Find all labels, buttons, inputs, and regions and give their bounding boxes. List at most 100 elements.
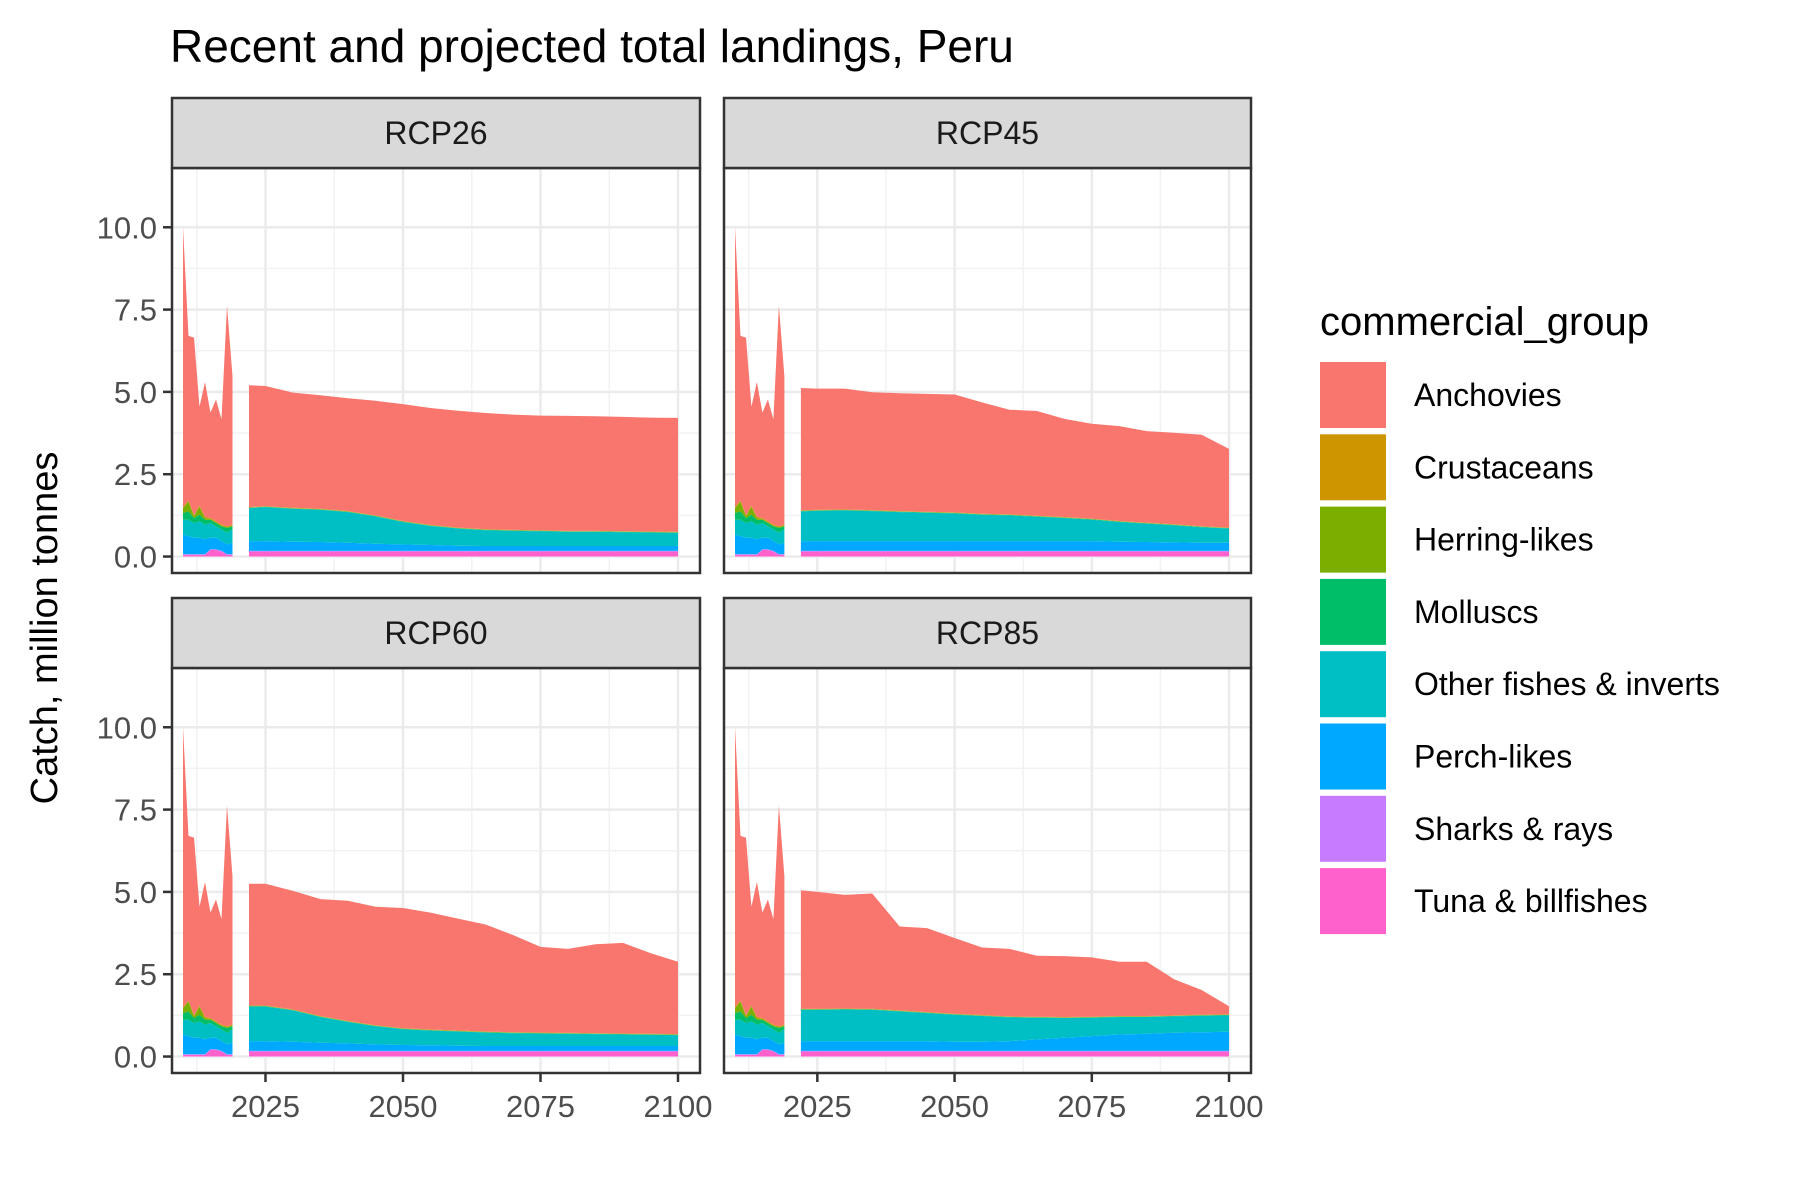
legend-key-herring-likes [1320, 506, 1386, 573]
panel-rcp60-strip-label: RCP60 [384, 615, 487, 651]
panel-rcp60-projection-area-anchovies [249, 883, 678, 1035]
legend-key-tuna-billfishes [1320, 868, 1386, 935]
panel-rcp26-y-tick-label: 0.0 [114, 540, 157, 575]
panel-rcp85-historical-area-molluscs [735, 1011, 785, 1033]
panel-rcp60-x-tick-label-2025: 2025 [231, 1089, 300, 1124]
panel-rcp85-historical-area-perch-likes [735, 1034, 785, 1055]
y-axis-title: Catch, million tonnes [24, 452, 66, 805]
panel-rcp85-projection-area-sharks-rays [800, 1050, 1229, 1052]
legend-label-perch-likes: Perch-likes [1414, 739, 1572, 775]
panel-rcp45: RCP45 [722, 96, 1253, 575]
panel-rcp26-y-tick-label: 5.0 [114, 375, 157, 410]
panel-rcp45-projection-area-tuna-billfishes [800, 551, 1229, 557]
panel-rcp60-x-tick-label-2100: 2100 [644, 1089, 713, 1124]
panel-rcp85-x-tick-label-2100: 2100 [1195, 1089, 1264, 1124]
panel-rcp60-historical-area-herring-likes [183, 1001, 233, 1028]
panel-rcp85-historical-area-herring-likes [735, 1001, 785, 1028]
panel-rcp60-projection-area-sharks-rays [249, 1050, 678, 1052]
panel-rcp26-y-tick-label: 10.0 [97, 210, 157, 245]
legend: commercial_group Anchovies Crustaceans Her… [1320, 300, 1720, 935]
panel-rcp60-y-tick-label: 10.0 [97, 710, 157, 745]
panel-rcp45-historical-area-molluscs [735, 511, 785, 533]
legend-key-crustaceans [1320, 434, 1386, 501]
panel-rcp45-projection-area-sharks-rays [800, 550, 1229, 552]
panel-rcp45-historical-area-anchovies [735, 227, 785, 527]
panel-rcp45-projection-area-perch-likes [800, 541, 1229, 551]
panel-rcp26-historical-area-molluscs [183, 511, 233, 533]
panel-rcp85-historical-area-tuna-billfishes [735, 1050, 785, 1057]
legend-label-molluscs: Molluscs [1414, 594, 1538, 630]
panel-rcp60-projection-area-other-fishes-inverts [249, 1006, 678, 1046]
legend-item-herring-likes: Herring-likes [1320, 506, 1594, 573]
panel-rcp60-historical-area-perch-likes [183, 1034, 233, 1055]
legend-item-sharks-rays: Sharks & rays [1320, 795, 1613, 862]
panel-rcp26-historical-area-tuna-billfishes [183, 550, 233, 557]
panel-rcp85-strip-label: RCP85 [936, 615, 1039, 651]
panel-rcp26-projection-area-anchovies [249, 385, 678, 532]
panel-rcp60-x-tick-label-2075: 2075 [506, 1089, 575, 1124]
legend-key-other-fishes-inverts [1320, 651, 1386, 718]
panel-rcp85-historical-area-sharks-rays [735, 1049, 785, 1055]
panel-rcp60-historical-area-tuna-billfishes [183, 1050, 233, 1057]
legend-key-anchovies [1320, 362, 1386, 428]
panel-rcp26-y-tick-label: 7.5 [114, 293, 157, 328]
legend-key-perch-likes [1320, 723, 1386, 790]
panel-rcp60-historical-area-molluscs [183, 1011, 233, 1033]
panel-rcp85-historical-area-anchovies [735, 727, 785, 1027]
legend-label-tuna-billfishes: Tuna & billfishes [1414, 883, 1648, 919]
panel-rcp45-historical-area-other-fishes-inverts [735, 519, 785, 545]
facet-panels: RCP26 0.0 2.5 5.0 7.5 10.0 RCP45 RCP60 0.0 2.5 5.0… [97, 96, 1264, 1124]
panel-rcp26-projection-area-other-fishes-inverts [249, 507, 678, 546]
panel-rcp26-historical-area-other-fishes-inverts [183, 519, 233, 545]
panel-rcp60-y-tick-label: 0.0 [114, 1040, 157, 1075]
panel-rcp26-historical-area-herring-likes [183, 501, 233, 528]
panel-rcp45-historical-area-tuna-billfishes [735, 550, 785, 557]
panel-rcp60-x-tick-label-2050: 2050 [369, 1089, 438, 1124]
legend-key-sharks-rays [1320, 795, 1386, 862]
panel-rcp26-projection-area-herring-likes [249, 506, 678, 533]
panel-rcp85-projection-area-perch-likes [800, 1031, 1229, 1051]
panel-rcp60-y-tick-label: 2.5 [114, 957, 157, 992]
panel-rcp85-projection-area-other-fishes-inverts [800, 1009, 1229, 1042]
panel-rcp60-historical-area-sharks-rays [183, 1049, 233, 1055]
panel-rcp60-strip [170, 596, 702, 670]
panel-rcp45-projection-area-anchovies [800, 388, 1229, 528]
legend-label-herring-likes: Herring-likes [1414, 522, 1594, 558]
panel-rcp60-projection-area-perch-likes [249, 1041, 678, 1051]
legend-item-tuna-billfishes: Tuna & billfishes [1320, 868, 1648, 935]
legend-item-perch-likes: Perch-likes [1320, 723, 1572, 790]
legend-item-molluscs: Molluscs [1320, 578, 1538, 645]
legend-label-crustaceans: Crustaceans [1414, 449, 1594, 485]
panel-rcp85-strip [722, 596, 1253, 670]
panel-rcp26-y-tick-label: 2.5 [114, 457, 157, 492]
panel-rcp26-historical-area-perch-likes [183, 534, 233, 555]
panel-rcp85: RCP85 2025 2050 2075 2100 [722, 596, 1264, 1124]
panel-rcp26: RCP26 0.0 2.5 5.0 7.5 10.0 [97, 96, 702, 575]
legend-label-other-fishes-inverts: Other fishes & inverts [1414, 666, 1720, 702]
panel-rcp45-projection-area-other-fishes-inverts [800, 510, 1229, 543]
legend-item-other-fishes-inverts: Other fishes & inverts [1320, 651, 1720, 718]
panel-rcp45-historical-area-perch-likes [735, 534, 785, 555]
panel-rcp85-projection-area-anchovies [800, 890, 1229, 1017]
panel-rcp45-strip [722, 96, 1253, 170]
panel-rcp26-projection-area-perch-likes [249, 541, 678, 551]
legend-item-crustaceans: Crustaceans [1320, 434, 1594, 501]
panel-rcp85-historical-area-other-fishes-inverts [735, 1019, 785, 1045]
panel-rcp60-projection-area-tuna-billfishes [249, 1051, 678, 1057]
panel-rcp26-strip [170, 96, 702, 170]
panel-rcp60-y-tick-label: 7.5 [114, 793, 157, 828]
panel-rcp45-strip-label: RCP45 [936, 115, 1039, 151]
chart-title: Recent and projected total landings, Per… [170, 20, 1014, 72]
panel-rcp26-projection-area-tuna-billfishes [249, 551, 678, 557]
panel-rcp60-historical-area-other-fishes-inverts [183, 1019, 233, 1045]
panel-rcp45-historical-area-sharks-rays [735, 549, 785, 555]
panel-rcp85-x-tick-label-2075: 2075 [1057, 1089, 1126, 1124]
panel-rcp26-projection-area-sharks-rays [249, 550, 678, 552]
legend-title: commercial_group [1320, 300, 1649, 344]
panel-rcp45-historical-area-herring-likes [735, 501, 785, 528]
panel-rcp85-x-tick-label-2050: 2050 [920, 1089, 989, 1124]
legend-label-anchovies: Anchovies [1414, 377, 1562, 413]
panel-rcp26-strip-label: RCP26 [384, 115, 487, 151]
panel-rcp60: RCP60 0.0 2.5 5.0 7.5 10.0 2025 2050 2075 2100 [97, 596, 713, 1124]
